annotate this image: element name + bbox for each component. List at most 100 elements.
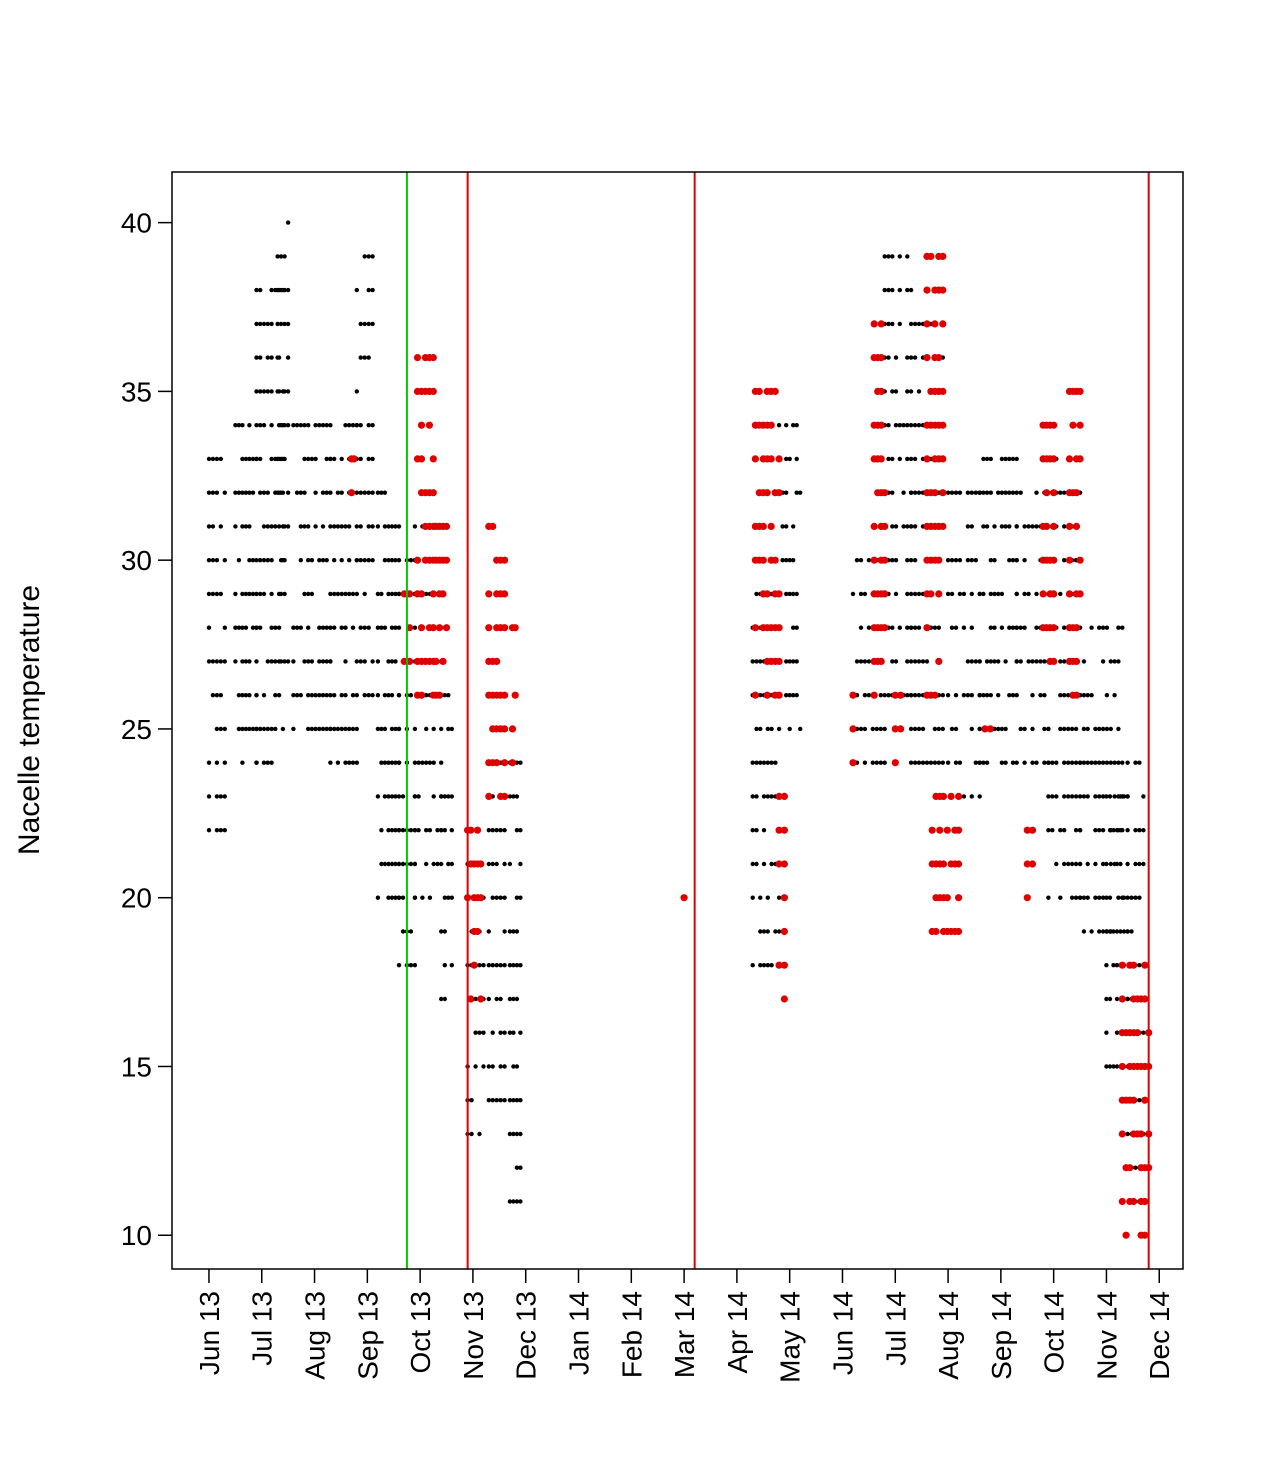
data-point	[758, 929, 763, 934]
data-point	[214, 456, 220, 462]
data-point	[347, 558, 352, 563]
data-point	[431, 794, 436, 799]
data-point	[261, 591, 267, 597]
data-point	[382, 794, 388, 799]
data-point	[439, 726, 444, 732]
data-point	[429, 590, 437, 598]
data-point	[890, 558, 895, 563]
data-point	[953, 693, 959, 698]
data-point	[490, 861, 495, 867]
data-point	[347, 423, 352, 428]
x-tick-label: Jul 14	[880, 1291, 911, 1366]
data-point	[1038, 659, 1043, 664]
data-point	[393, 558, 398, 563]
data-point	[210, 524, 216, 529]
data-point	[751, 691, 760, 699]
data-point	[291, 423, 296, 428]
data-point	[984, 760, 990, 765]
data-point	[285, 287, 291, 293]
data-point	[424, 591, 429, 597]
data-point	[939, 455, 947, 463]
data-point	[1111, 929, 1116, 934]
data-point	[269, 524, 274, 529]
data-point	[382, 558, 388, 563]
data-point	[420, 760, 425, 765]
data-point	[366, 693, 371, 698]
data-point	[486, 1098, 491, 1103]
data-point	[1050, 590, 1058, 598]
data-point	[908, 659, 914, 664]
data-point	[992, 659, 997, 664]
data-point	[771, 387, 779, 395]
data-point	[1062, 693, 1067, 698]
data-point	[222, 794, 227, 799]
data-point	[328, 625, 333, 630]
data-point	[1112, 794, 1117, 799]
data-point	[893, 659, 899, 664]
data-point	[862, 760, 868, 765]
data-point	[393, 861, 398, 867]
data-point	[343, 591, 348, 597]
data-point	[347, 489, 356, 497]
data-point	[507, 963, 513, 968]
data-point	[1112, 693, 1117, 698]
data-point	[1028, 860, 1037, 868]
data-point	[412, 861, 418, 867]
data-point	[269, 591, 274, 597]
data-point	[379, 490, 384, 495]
data-point	[282, 389, 287, 394]
data-point	[886, 423, 891, 428]
data-point	[358, 625, 363, 630]
data-point	[1125, 895, 1130, 900]
data-point	[501, 725, 509, 733]
data-point	[920, 659, 926, 664]
data-point	[218, 456, 223, 462]
data-point	[273, 659, 278, 664]
data-point	[469, 1098, 474, 1103]
data-point	[1093, 828, 1098, 833]
data-point	[924, 659, 930, 664]
data-point	[408, 828, 414, 833]
data-point	[366, 423, 371, 428]
data-point	[882, 254, 887, 259]
data-point	[1014, 693, 1019, 698]
data-point	[988, 591, 993, 597]
data-point	[339, 558, 344, 563]
data-point	[874, 726, 879, 732]
data-point	[285, 524, 291, 529]
data-point	[1069, 421, 1077, 429]
data-point	[490, 1030, 495, 1035]
data-point	[218, 659, 223, 664]
data-point	[477, 963, 482, 968]
data-point	[750, 895, 755, 900]
data-point	[940, 760, 945, 765]
data-point	[1129, 929, 1134, 934]
data-point	[912, 423, 918, 428]
data-point	[1058, 828, 1063, 833]
data-point	[501, 759, 509, 767]
data-point	[1104, 996, 1109, 1002]
data-point	[798, 490, 803, 495]
data-point	[306, 591, 311, 597]
data-point	[1076, 421, 1084, 429]
data-point	[1069, 895, 1075, 900]
data-point	[1125, 794, 1130, 799]
data-point	[254, 558, 259, 563]
data-point	[1089, 693, 1094, 698]
data-point	[313, 524, 318, 529]
data-point	[507, 1199, 513, 1204]
data-point	[957, 760, 963, 765]
data-point	[306, 423, 311, 428]
data-point	[435, 861, 440, 867]
data-point	[916, 760, 922, 765]
data-point	[362, 591, 367, 597]
data-point	[1104, 1064, 1109, 1069]
data-point	[1100, 726, 1106, 732]
data-point	[1097, 828, 1102, 833]
data-point	[1065, 455, 1074, 463]
data-point	[389, 524, 395, 529]
data-point	[481, 1064, 486, 1069]
data-point	[1104, 726, 1110, 732]
data-point	[362, 558, 367, 563]
data-point	[514, 794, 520, 799]
